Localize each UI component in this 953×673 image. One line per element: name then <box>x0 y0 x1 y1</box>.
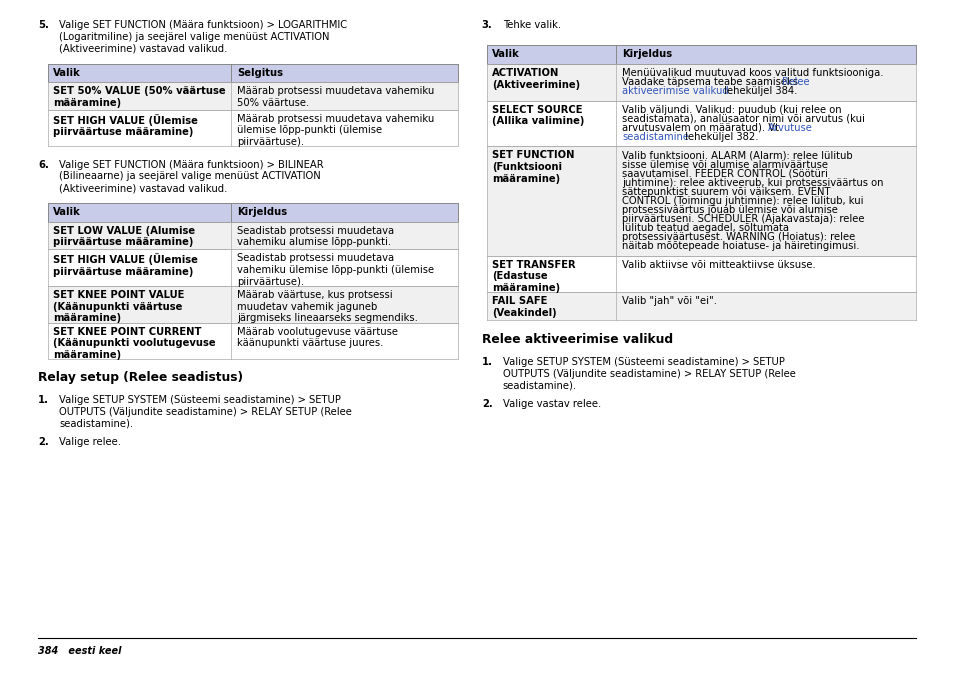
Bar <box>486 64 915 100</box>
Text: Määrab väärtuse, kus protsessi
muudetav vahemik jaguneb
järgmiseks lineaarseks s: Määrab väärtuse, kus protsessi muudetav … <box>236 290 417 323</box>
Text: Seadistab protsessi muudetava
vahemiku alumise lõpp-punkti.: Seadistab protsessi muudetava vahemiku a… <box>236 226 394 248</box>
Bar <box>48 286 457 323</box>
Text: saavutamisel. FEEDER CONTROL (Söötüri: saavutamisel. FEEDER CONTROL (Söötüri <box>621 168 827 178</box>
Text: sättepunktist suurem või väiksem. EVENT: sättepunktist suurem või väiksem. EVENT <box>621 186 830 197</box>
Text: Valik: Valik <box>53 207 81 217</box>
Text: Valige SETUP SYSTEM (Süsteemi seadistamine) > SETUP
OUTPUTS (Väljundite seadista: Valige SETUP SYSTEM (Süsteemi seadistami… <box>502 357 795 390</box>
Text: Menüüvalikud muutuvad koos valitud funktsiooniga.: Menüüvalikud muutuvad koos valitud funkt… <box>621 68 882 78</box>
Bar <box>48 203 457 222</box>
Text: Määrab protsessi muudetava vahemiku
ülemise lõpp-punkti (ülemise
piirväärtuse).: Määrab protsessi muudetava vahemiku ülem… <box>236 114 434 147</box>
Text: Valige SET FUNCTION (Määra funktsioon) > LOGARITHMIC
(Logaritmiline) ja seejärel: Valige SET FUNCTION (Määra funktsioon) >… <box>59 20 347 53</box>
Text: Relee aktiveerimise valikud: Relee aktiveerimise valikud <box>481 334 672 347</box>
Text: ACTIVATION
(Aktiveerimine): ACTIVATION (Aktiveerimine) <box>492 68 579 90</box>
Bar <box>48 222 457 250</box>
Text: aktiveerimise valikud: aktiveerimise valikud <box>621 86 728 96</box>
Text: Valige SET FUNCTION (Määra funktsioon) > BILINEAR
(Bilineaarne) ja seejärel vali: Valige SET FUNCTION (Määra funktsioon) >… <box>59 160 323 193</box>
Text: 2.: 2. <box>38 437 49 448</box>
Text: Relay setup (Relee seadistus): Relay setup (Relee seadistus) <box>38 371 243 384</box>
Text: SET KNEE POINT CURRENT
(Käänupunkti voolutugevuse
määramine): SET KNEE POINT CURRENT (Käänupunkti vool… <box>53 327 215 360</box>
Text: 1.: 1. <box>481 357 493 367</box>
Text: Kirjeldus: Kirjeldus <box>236 207 287 217</box>
Text: SET FUNCTION
(Funktsiooni
määramine): SET FUNCTION (Funktsiooni määramine) <box>492 151 574 184</box>
Text: Tehke valik.: Tehke valik. <box>502 20 560 30</box>
Text: Valib funktsiooni. ALARM (Alarm): relee lülitub: Valib funktsiooni. ALARM (Alarm): relee … <box>621 151 852 160</box>
Text: SELECT SOURCE
(Allika valimine): SELECT SOURCE (Allika valimine) <box>492 104 584 127</box>
Text: arvutusvalem on määratud). Vt: arvutusvalem on määratud). Vt <box>621 122 781 133</box>
Text: SET LOW VALUE (Alumise
piirväärtuse määramine): SET LOW VALUE (Alumise piirväärtuse määr… <box>53 226 195 248</box>
Text: 6.: 6. <box>38 160 49 170</box>
Text: protsessiväärtusest. WARNING (Hoiatus): relee: protsessiväärtusest. WARNING (Hoiatus): … <box>621 232 855 242</box>
Text: SET HIGH VALUE (Ülemise
piirväärtuse määramine): SET HIGH VALUE (Ülemise piirväärtuse mää… <box>53 114 198 137</box>
Bar <box>48 64 457 82</box>
Text: Määrab voolutugevuse väärtuse
käänupunkti väärtuse juures.: Määrab voolutugevuse väärtuse käänupunkt… <box>236 327 397 349</box>
Text: 2.: 2. <box>481 400 492 409</box>
Text: 1.: 1. <box>38 396 50 405</box>
Text: sisse ülemise või alumise alarmiväärtuse: sisse ülemise või alumise alarmiväärtuse <box>621 160 827 170</box>
Text: Seadistab protsessi muudetava
vahemiku ülemise lõpp-punkti (ülemise
piirväärtuse: Seadistab protsessi muudetava vahemiku ü… <box>236 254 434 287</box>
Text: näitab mõõtepeade hoiatuse- ja häiretingimusi.: näitab mõõtepeade hoiatuse- ja häireting… <box>621 241 859 251</box>
Text: leheküljel 382.: leheküljel 382. <box>681 132 758 142</box>
Bar <box>486 46 915 64</box>
Text: seadistamine: seadistamine <box>621 132 688 142</box>
Text: SET KNEE POINT VALUE
(Käänupunkti väärtuse
määramine): SET KNEE POINT VALUE (Käänupunkti väärtu… <box>53 290 185 323</box>
Text: Arvutuse: Arvutuse <box>767 122 812 133</box>
Text: piirväärtuseni. SCHEDULER (Ajakavastaja): relee: piirväärtuseni. SCHEDULER (Ajakavastaja)… <box>621 214 863 224</box>
Text: SET 50% VALUE (50% väärtuse
määramine): SET 50% VALUE (50% väärtuse määramine) <box>53 86 226 108</box>
Text: Valib "jah" või "ei".: Valib "jah" või "ei". <box>621 296 717 306</box>
Text: Määrab protsessi muudetava vahemiku
50% väärtuse.: Määrab protsessi muudetava vahemiku 50% … <box>236 86 434 108</box>
Text: lülitub teatud aegadel, sõltumata: lülitub teatud aegadel, sõltumata <box>621 223 788 233</box>
Text: Valik: Valik <box>53 68 81 77</box>
Text: Valige vastav relee.: Valige vastav relee. <box>502 400 600 409</box>
Text: protsessiväärtus jõuab ülemise või alumise: protsessiväärtus jõuab ülemise või alumi… <box>621 205 837 215</box>
Text: CONTROL (Toimingu juhtimine): relee lülitub, kui: CONTROL (Toimingu juhtimine): relee lüli… <box>621 196 862 206</box>
Text: 5.: 5. <box>38 20 49 30</box>
Text: 3.: 3. <box>481 20 492 30</box>
Text: Valib aktiivse või mitteaktiivse üksuse.: Valib aktiivse või mitteaktiivse üksuse. <box>621 260 815 270</box>
Text: Valib väljundi. Valikud: puudub (kui relee on: Valib väljundi. Valikud: puudub (kui rel… <box>621 104 841 114</box>
Text: seadistamata), analüsaator nimi või arvutus (kui: seadistamata), analüsaator nimi või arvu… <box>621 114 864 124</box>
Text: Relee: Relee <box>781 77 809 87</box>
Text: Kirjeldus: Kirjeldus <box>621 50 672 59</box>
Text: Selgitus: Selgitus <box>236 68 283 77</box>
Text: 384   eesti keel: 384 eesti keel <box>38 646 122 656</box>
Text: SET HIGH VALUE (Ülemise
piirväärtuse määramine): SET HIGH VALUE (Ülemise piirväärtuse mää… <box>53 254 198 277</box>
Bar <box>48 82 457 110</box>
Bar <box>486 147 915 256</box>
Text: Valige relee.: Valige relee. <box>59 437 121 448</box>
Text: FAIL SAFE
(Veakindel): FAIL SAFE (Veakindel) <box>492 296 557 318</box>
Text: leheküljel 384.: leheküljel 384. <box>720 86 797 96</box>
Bar <box>486 292 915 320</box>
Text: SET TRANSFER
(Edastuse
määramine): SET TRANSFER (Edastuse määramine) <box>492 260 576 293</box>
Text: Vaadake täpsema teabe saamiseks: Vaadake täpsema teabe saamiseks <box>621 77 801 87</box>
Text: Valik: Valik <box>492 50 519 59</box>
Text: juhtimine): relee aktiveerub, kui protsessiväärtus on: juhtimine): relee aktiveerub, kui protse… <box>621 178 882 188</box>
Text: Valige SETUP SYSTEM (Süsteemi seadistamine) > SETUP
OUTPUTS (Väljundite seadista: Valige SETUP SYSTEM (Süsteemi seadistami… <box>59 396 352 429</box>
